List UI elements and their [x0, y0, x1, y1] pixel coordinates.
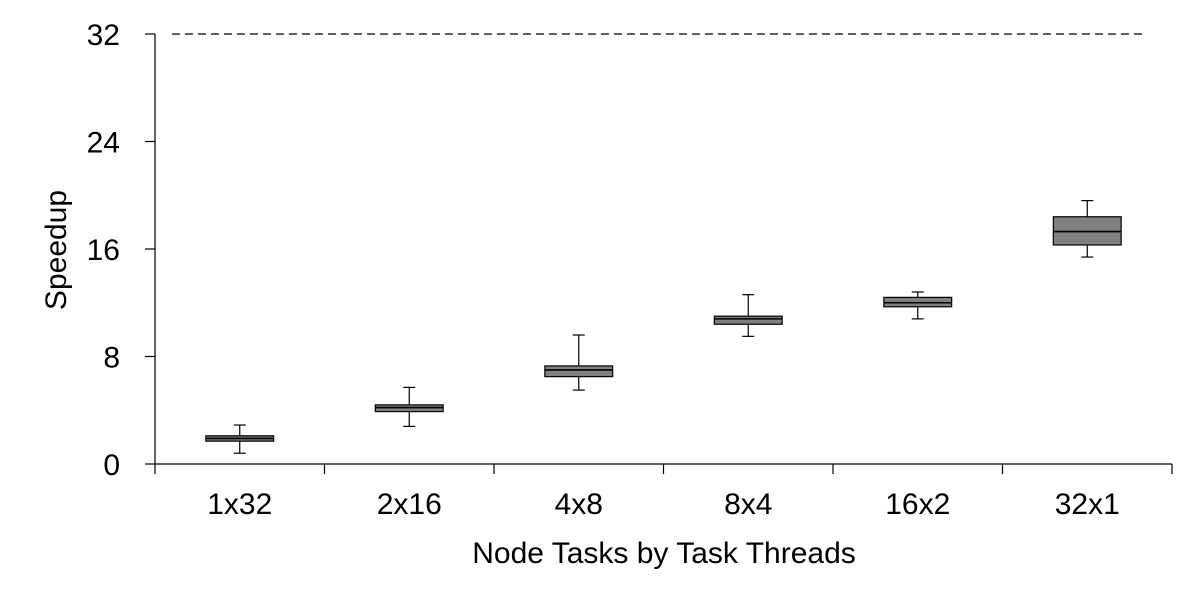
- box-2x16: [374, 386, 444, 427]
- y-tick-label: 24: [87, 127, 120, 160]
- box-16x2: [883, 291, 953, 320]
- x-tick-label: 32x1: [1055, 488, 1120, 521]
- x-tick-label: 4x8: [555, 488, 603, 521]
- x-ticks: 1x32 2x16 4x8 8x4 16x2 32x1: [154, 464, 1173, 521]
- x-tick-label: 1x32: [207, 488, 272, 521]
- box-8x4: [713, 294, 783, 337]
- y-tick-label: 0: [103, 449, 120, 482]
- x-tick-label: 8x4: [724, 488, 772, 521]
- boxes: [205, 200, 1122, 454]
- axes-layer: [154, 34, 1172, 465]
- x-tick-label: 16x2: [885, 488, 950, 521]
- y-tick-label: 8: [103, 342, 120, 375]
- box-iqr: [713, 315, 783, 325]
- y-tick-label: 32: [87, 19, 120, 52]
- box-32x1: [1052, 200, 1122, 258]
- x-axis-title: Node Tasks by Task Threads: [472, 537, 856, 570]
- box-iqr: [544, 365, 614, 378]
- y-ticks: 0 8 16 24 32: [87, 19, 155, 482]
- y-axis-title: Speedup: [40, 190, 73, 310]
- x-tick-label: 2x16: [377, 488, 442, 521]
- box-1x32: [205, 424, 275, 454]
- box-4x8: [544, 334, 614, 391]
- y-tick-label: 16: [87, 234, 120, 267]
